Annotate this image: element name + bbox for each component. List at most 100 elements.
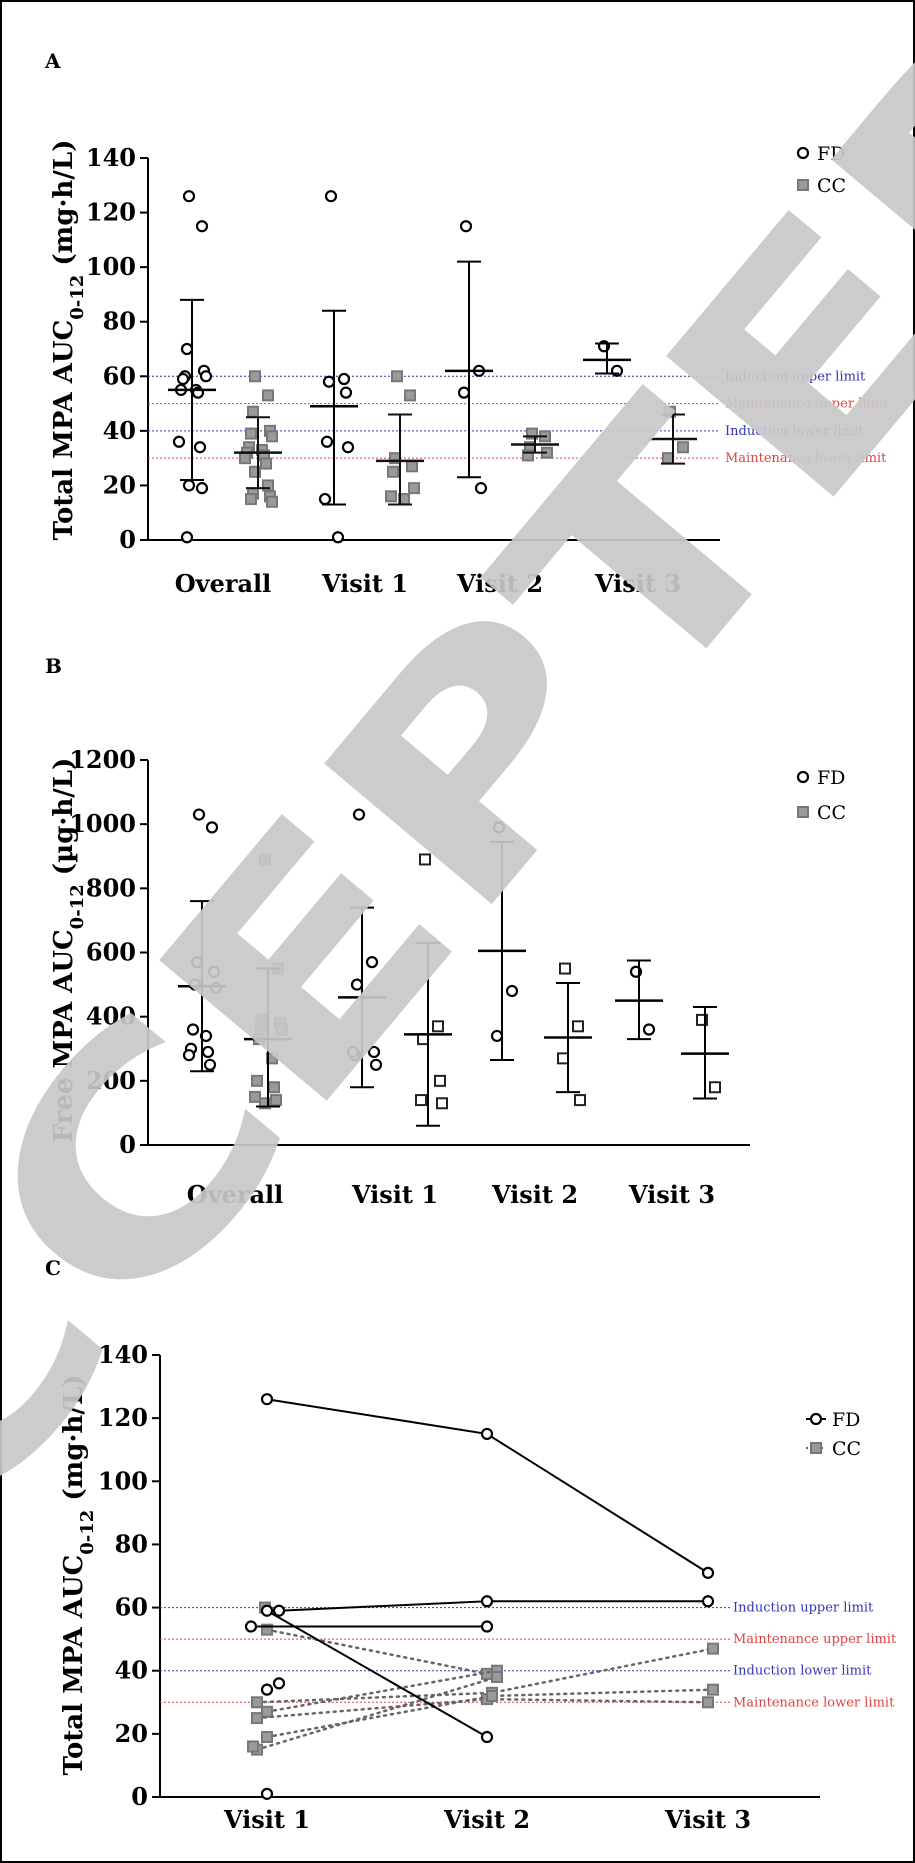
cc-data-point <box>247 1740 259 1753</box>
fd-data-point <box>480 1730 494 1744</box>
fd-data-point <box>480 1427 494 1441</box>
cc-data-point <box>406 460 418 473</box>
cc-data-point <box>266 430 278 443</box>
fd-data-point <box>457 386 471 399</box>
cc-data-point <box>259 853 271 866</box>
fd-data-point <box>346 1045 360 1059</box>
fd-data-point <box>182 1049 196 1062</box>
cc-data-point <box>387 465 399 478</box>
cc-data-point <box>557 1052 569 1065</box>
cc-data-point <box>255 1020 267 1033</box>
legend-fd-label: FD <box>817 767 845 789</box>
cc-data-point <box>574 1094 586 1107</box>
legend-fd-marker <box>809 1412 823 1426</box>
reference-line-label: Maintenance upper limit <box>733 1632 897 1647</box>
fd-data-point <box>337 372 351 386</box>
cc-data-point <box>251 1712 263 1725</box>
fd-subject-line <box>266 1398 709 1574</box>
cc-data-point <box>262 389 274 402</box>
cc-data-point <box>251 1696 263 1709</box>
x-category-label: Visit 1 <box>351 1180 438 1209</box>
fd-data-point <box>367 1045 381 1059</box>
reference-line-label: Induction lower limit <box>725 424 864 439</box>
cc-data-point <box>404 389 416 402</box>
cc-data-point <box>247 405 259 418</box>
y-tick-label: 0 <box>119 525 136 554</box>
fd-data-point <box>324 190 338 203</box>
fd-data-point <box>474 482 488 495</box>
cc-subject-line <box>265 1628 489 1676</box>
cc-data-point <box>249 1090 261 1103</box>
cc-data-point <box>436 1097 448 1110</box>
reference-line-label: Maintenance upper limit <box>725 397 889 412</box>
cc-data-point <box>419 853 431 866</box>
fd-data-point <box>341 441 355 454</box>
cc-subject-line <box>255 1675 499 1751</box>
fd-data-point <box>207 965 221 978</box>
cc-data-point <box>391 370 403 383</box>
fd-data-point <box>369 1058 383 1071</box>
legend-fd-label: FD <box>817 143 845 165</box>
cc-data-point <box>408 482 420 495</box>
cc-data-point <box>249 370 261 383</box>
fd-data-point <box>480 1620 494 1633</box>
x-category-label: Overall <box>175 569 272 598</box>
x-category-label: Visit 1 <box>223 1805 310 1834</box>
fd-data-point <box>172 435 186 448</box>
cc-data-point <box>707 1683 719 1696</box>
legend-cc-marker <box>797 806 809 818</box>
y-tick-label: 20 <box>115 1719 148 1748</box>
cc-data-point <box>572 1020 584 1033</box>
fd-subject-line <box>266 1609 488 1738</box>
fd-data-point <box>193 441 207 454</box>
y-tick-label: 40 <box>115 1656 148 1685</box>
fd-data-point <box>490 1029 504 1043</box>
fd-data-point <box>272 1604 286 1617</box>
panel-label-b: B <box>45 654 62 678</box>
cc-data-point <box>415 1094 427 1107</box>
y-tick-label: 200 <box>86 1066 136 1095</box>
fd-data-point <box>180 531 194 544</box>
fd-data-point <box>480 1595 494 1608</box>
y-tick-label: 120 <box>86 198 136 227</box>
fd-data-point <box>459 220 473 233</box>
cc-data-point <box>276 1023 288 1036</box>
fd-data-point <box>492 821 506 834</box>
fd-data-point <box>205 821 219 834</box>
x-category-label: Visit 1 <box>321 569 408 598</box>
x-category-label: Visit 3 <box>664 1805 751 1834</box>
cc-data-point <box>259 1097 271 1110</box>
fd-data-point <box>318 492 332 506</box>
cc-data-point <box>664 405 676 418</box>
cc-data-point <box>260 457 272 470</box>
fd-data-point <box>322 375 336 388</box>
legend-cc-label: CC <box>832 1438 861 1460</box>
fd-data-point <box>352 808 366 821</box>
cc-data-point <box>432 1020 444 1033</box>
fd-data-point <box>260 1683 274 1696</box>
legend-cc-marker <box>797 179 809 191</box>
y-tick-label: 80 <box>115 1529 148 1558</box>
legend-fd-marker <box>796 770 810 784</box>
y-axis-label: Total MPA AUC0-12 (mg·h/L) <box>49 140 88 541</box>
legend-cc-marker <box>810 1442 822 1454</box>
cc-data-point <box>709 1081 721 1094</box>
y-tick-label: 100 <box>98 1466 148 1495</box>
fd-data-point <box>244 1620 258 1633</box>
y-axis-label: Free MPA AUC0-12 (µg·h/L) <box>49 758 88 1143</box>
x-category-label: Visit 2 <box>456 569 543 598</box>
cc-data-point <box>245 493 257 506</box>
cc-data-point <box>677 441 689 454</box>
fd-data-point <box>199 370 213 383</box>
fd-data-point <box>260 1787 274 1800</box>
legend-fd-marker <box>796 146 810 160</box>
fd-data-point <box>701 1566 715 1579</box>
reference-line-label: Maintenance lower limit <box>725 451 887 466</box>
y-tick-label: 800 <box>86 873 136 902</box>
cc-data-point <box>385 490 397 503</box>
cc-data-point <box>526 427 538 440</box>
fd-data-point <box>260 1604 274 1617</box>
